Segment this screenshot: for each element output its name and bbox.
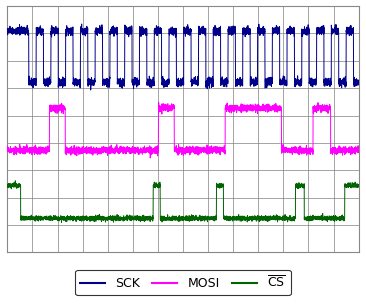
Legend: SCK, MOSI, $\overline{\mathrm{CS}}$: SCK, MOSI, $\overline{\mathrm{CS}}$ xyxy=(75,270,291,295)
